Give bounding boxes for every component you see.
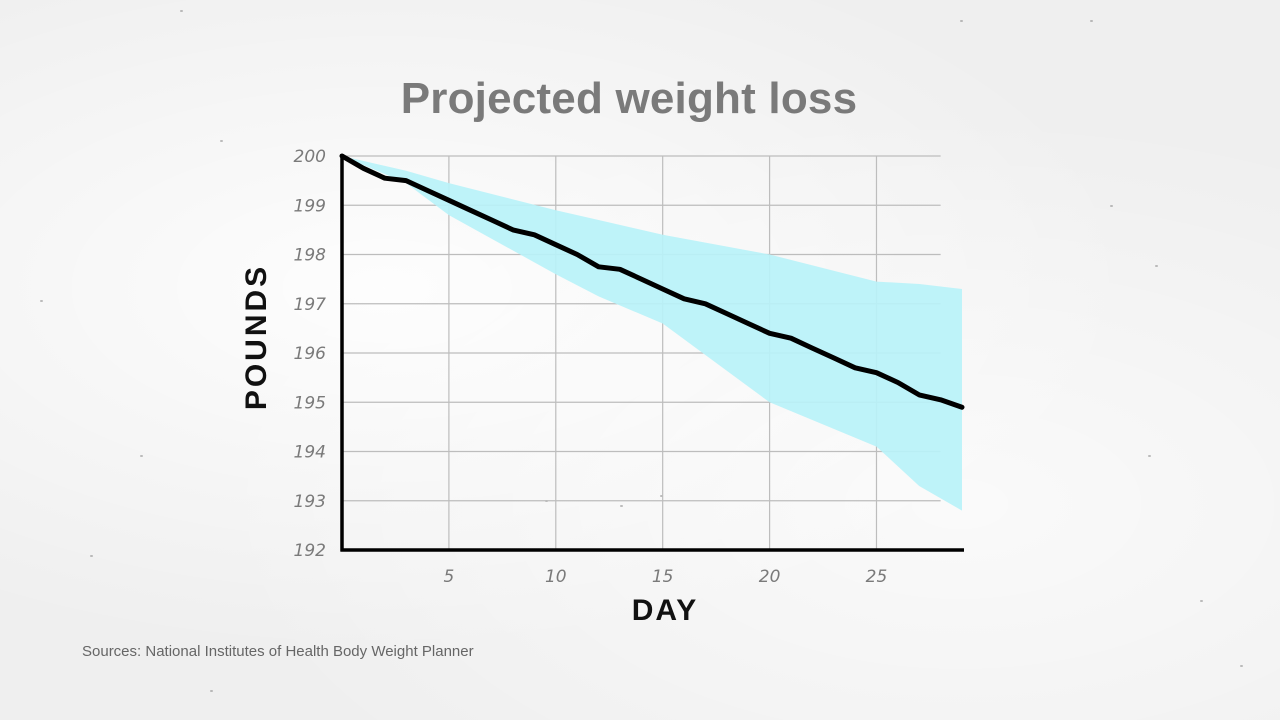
paper-speck: [1090, 20, 1093, 22]
paper-speck: [1200, 600, 1203, 602]
paper-speck: [1148, 455, 1151, 457]
paper-speck: [140, 455, 143, 457]
x-tick-label: 20: [759, 567, 781, 587]
paper-speck: [1110, 205, 1113, 207]
y-tick-label: 198: [294, 246, 327, 266]
y-tick-label: 195: [294, 393, 326, 413]
y-axis-ticks: 192 193 194 195 196 197 198 199 200: [294, 147, 327, 561]
y-tick-label: 193: [294, 492, 326, 512]
paper-speck: [960, 20, 963, 22]
paper-speck: [180, 10, 183, 12]
y-tick-label: 196: [294, 344, 327, 364]
paper-speck: [90, 555, 93, 557]
x-tick-label: 10: [545, 567, 567, 587]
y-tick-label: 194: [294, 443, 326, 463]
data-line: [339, 153, 965, 410]
x-tick-label: 15: [652, 567, 674, 587]
paper-speck: [1240, 665, 1243, 667]
paper-speck: [210, 690, 213, 692]
y-tick-label: 200: [294, 147, 326, 167]
y-axis-label: POUNDS: [240, 263, 273, 411]
x-axis-label: DAY: [631, 594, 699, 627]
axes: [340, 154, 964, 552]
source-note: Sources: National Institutes of Health B…: [82, 643, 474, 660]
projection-band: [342, 156, 962, 511]
x-axis-ticks: 5 10 15 20 25: [443, 567, 887, 587]
projection-range-area: [342, 156, 962, 511]
paper-speck: [620, 505, 623, 507]
paper-speck: [1155, 265, 1158, 267]
x-tick-label: 5: [443, 567, 454, 587]
paper-speck: [220, 140, 223, 142]
y-tick-label: 192: [294, 541, 326, 561]
y-tick-label: 197: [294, 295, 327, 315]
y-tick-label: 199: [294, 196, 326, 216]
x-tick-label: 25: [866, 567, 888, 587]
chart-title: Projected weight loss: [400, 74, 858, 123]
weight-line: [339, 153, 965, 410]
paper-speck: [40, 300, 43, 302]
paper-speck: [660, 495, 663, 497]
